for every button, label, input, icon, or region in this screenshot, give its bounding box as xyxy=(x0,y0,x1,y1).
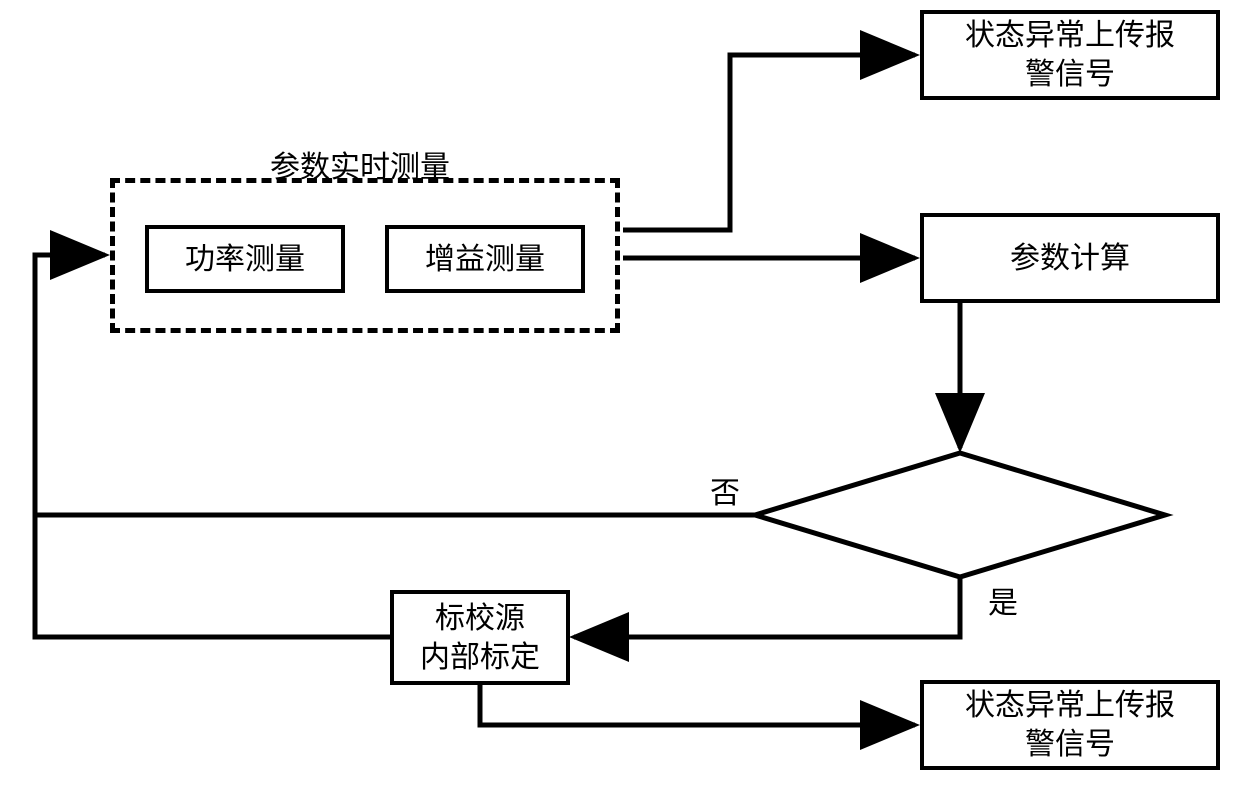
arrow-to-alarm-top xyxy=(623,55,915,230)
decision-text: 是否零点时刻 xyxy=(858,498,1038,542)
calibration-box: 标校源内部标定 xyxy=(390,590,570,685)
alarm-top-text: 状态异常上传报警信号 xyxy=(965,16,1175,94)
param-calc-text: 参数计算 xyxy=(1010,239,1130,278)
arrow-calibration-to-alarm-bottom xyxy=(480,685,915,725)
alarm-bottom-text: 状态异常上传报警信号 xyxy=(965,686,1175,764)
power-measure-box: 功率测量 xyxy=(145,225,345,293)
arrow-yes-to-calibration xyxy=(574,577,960,637)
param-calc-box: 参数计算 xyxy=(920,213,1220,303)
alarm-top-box: 状态异常上传报警信号 xyxy=(920,10,1220,100)
calibration-text: 标校源内部标定 xyxy=(420,599,540,677)
gain-measure-text: 增益测量 xyxy=(425,240,545,279)
no-label: 否 xyxy=(710,468,740,512)
yes-label: 是 xyxy=(988,578,1018,622)
alarm-bottom-box: 状态异常上传报警信号 xyxy=(920,680,1220,770)
flowchart-svg xyxy=(0,0,1240,786)
gain-measure-box: 增益测量 xyxy=(385,225,585,293)
power-measure-text: 功率测量 xyxy=(185,240,305,279)
edge-calibration-to-loop xyxy=(35,515,390,637)
realtime-measure-label: 参数实时测量 xyxy=(270,142,450,186)
